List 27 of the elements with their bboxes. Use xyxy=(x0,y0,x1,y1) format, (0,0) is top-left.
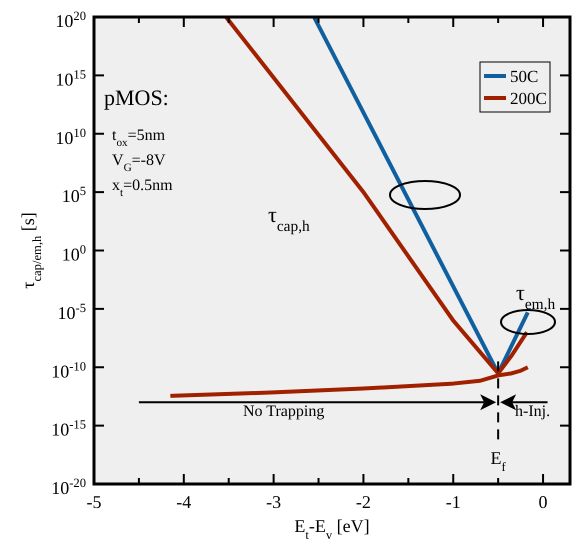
x-axis-title: E$_{t}$-E$_{v}$ [eV] xyxy=(294,516,370,539)
legend-label: 200C xyxy=(510,89,547,108)
annotation: pMOS: xyxy=(104,85,169,110)
x-tick-label: 0 xyxy=(538,492,548,512)
x-tick-label: -3 xyxy=(266,492,282,512)
y-tick-label: 10$^{5}$ xyxy=(62,184,86,206)
x-tick-label: -1 xyxy=(446,492,461,512)
y-tick-label: 10$^{-20}$ xyxy=(51,476,86,498)
y-tick-label: 10$^{-5}$ xyxy=(58,300,86,323)
x-tick-label: -4 xyxy=(176,492,192,512)
y-tick-label: 10$^{-10}$ xyxy=(51,359,86,382)
x-tick-label: -2 xyxy=(356,492,371,512)
x-tick-label: -5 xyxy=(86,492,102,512)
y-tick-label: 10$^{10}$ xyxy=(55,126,86,148)
annotation: t$_{ox}$=5nm xyxy=(112,127,166,149)
y-tick-label: 10$^{0}$ xyxy=(62,242,86,264)
y-tick-label: 10$^{-15}$ xyxy=(51,418,86,440)
annotation: τ$_{em,h}$ xyxy=(516,280,556,312)
ref-line-label: E$_{f}$ xyxy=(490,448,507,474)
annotation: h-Inj. xyxy=(515,403,550,420)
annotation: V$_{G}$=-8V xyxy=(112,152,166,174)
legend-label: 50C xyxy=(510,67,538,86)
annotation: τ$_{cap,h}$ xyxy=(268,202,310,234)
y-tick-label: 10$^{15}$ xyxy=(55,67,86,90)
annotation: x$_{t}$=0.5nm xyxy=(112,177,174,199)
y-tick-label: 10$^{20}$ xyxy=(55,9,86,31)
annotation: No Trapping xyxy=(243,403,324,420)
